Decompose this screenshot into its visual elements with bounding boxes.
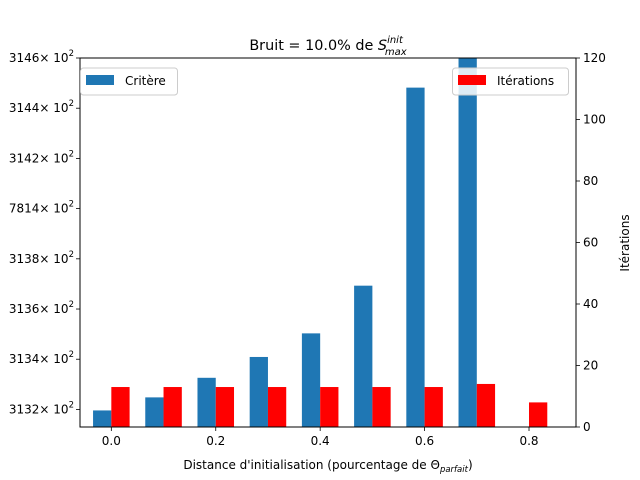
bar-critere — [354, 285, 373, 427]
bar-critere — [249, 356, 268, 427]
x-tick-label: 0.8 — [519, 434, 538, 448]
y-left-tick-label: 3136× 102 — [9, 300, 74, 316]
y-right-tick-label: 80 — [583, 174, 598, 188]
x-axis-label-suffix: ) — [468, 458, 473, 472]
legend-iterations: Itérations — [452, 67, 569, 96]
y-left-tick-label: 3146× 102 — [9, 49, 74, 65]
y-left-tick-label: 3132× 102 — [9, 400, 74, 416]
x-axis-label-prefix: Distance d'initialisation (pourcentage d… — [183, 458, 430, 472]
legend-iterations-swatch — [458, 75, 486, 85]
y-left-tick-label: 7814× 102 — [9, 200, 74, 216]
bar-iterations — [372, 387, 391, 427]
y-right-tick-label: 20 — [583, 359, 598, 373]
y-left-axis: 3132× 102 3134× 102 3136× 102 3138× 102 7814… — [9, 49, 80, 416]
plot-frame — [79, 57, 577, 428]
bar-iterations — [529, 402, 548, 427]
chart-title-sub: max — [385, 47, 407, 58]
y-left-tick-label: 3138× 102 — [9, 250, 74, 266]
y-left-tick-label: 3142× 102 — [9, 149, 74, 165]
bar-critere — [93, 410, 112, 427]
bar-critere — [406, 87, 425, 427]
bars-layer — [93, 58, 548, 427]
bar-iterations — [424, 387, 443, 427]
x-axis: 0.0 0.2 0.4 0.6 0.8 — [102, 427, 539, 448]
y-right-tick-label: 0 — [583, 420, 591, 434]
y2-axis-label: Itérations — [618, 214, 632, 271]
y-right-tick-label: 120 — [583, 51, 606, 65]
y-left-tick-label: 3144× 102 — [9, 99, 74, 115]
x-tick-label: 0.4 — [311, 434, 330, 448]
bar-critere — [197, 377, 216, 427]
x-tick-label: 0.2 — [206, 434, 225, 448]
chart-title-sup: init — [387, 35, 404, 46]
x-axis-label-symbol: Θ — [431, 458, 440, 472]
chart-title: Bruit = 10.0% de Sinit max — [249, 35, 406, 58]
y-left-tick-label: 3134× 102 — [9, 350, 74, 366]
x-axis-label-sub: parfait — [439, 465, 469, 475]
bar-critere — [458, 58, 477, 427]
bar-iterations — [111, 387, 130, 427]
x-tick-label: 0.6 — [415, 434, 434, 448]
legend-iterations-frame — [452, 67, 569, 96]
y-right-tick-label: 60 — [583, 236, 598, 250]
bar-iterations — [267, 387, 287, 427]
legend-critere: Critère — [80, 67, 178, 96]
x-tick-label: 0.0 — [102, 434, 121, 448]
chart-title-symbol: S — [378, 38, 387, 54]
x-axis-label: Distance d'initialisation (pourcentage d… — [183, 458, 472, 475]
bar-critere — [145, 397, 164, 427]
bar-iterations — [476, 383, 496, 427]
legend-critere-label: Critère — [125, 74, 166, 88]
y-right-axis: 0 20 40 60 80 100 120 — [576, 51, 606, 434]
legend-critere-frame — [80, 67, 178, 96]
bar-iterations — [215, 387, 235, 427]
y-right-tick-label: 40 — [583, 297, 598, 311]
legend-critere-swatch — [86, 75, 114, 85]
y-right-tick-label: 100 — [583, 113, 606, 127]
chart-title-prefix: Bruit = 10.0% de — [249, 38, 378, 54]
bar-iterations — [163, 387, 182, 427]
legend-iterations-label: Itérations — [497, 74, 554, 88]
bar-critere — [301, 333, 321, 427]
bar-iterations — [320, 387, 339, 427]
